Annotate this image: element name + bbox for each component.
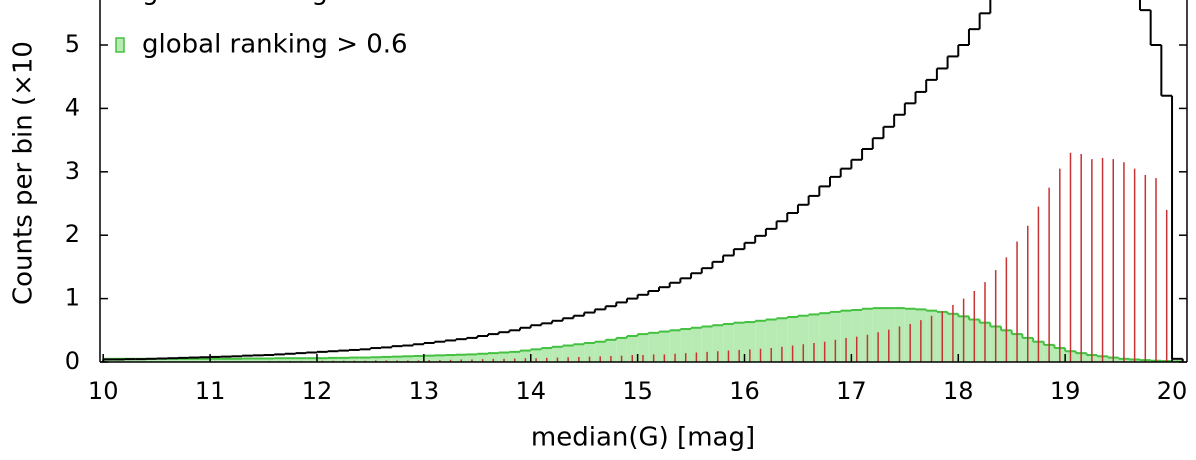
x-tick-label: 10 [88, 377, 119, 405]
hist-bar [381, 356, 392, 362]
hist-bar [423, 355, 435, 362]
hist-bar [819, 313, 831, 362]
x-tick-label: 11 [195, 377, 226, 405]
hist-bar [306, 358, 317, 362]
x-tick-label: 16 [729, 377, 760, 405]
x-tick-label: 20 [1157, 377, 1188, 405]
hist-bar [135, 358, 146, 362]
hist-bar [648, 332, 659, 362]
hist-bar [626, 336, 638, 362]
hist-bar [765, 319, 777, 362]
hist-bar [338, 357, 350, 362]
hist-bar [445, 355, 456, 362]
hist-bar [466, 354, 478, 362]
hist-bar [252, 358, 264, 362]
hist-bar [316, 358, 328, 362]
y-tick-label: 2 [65, 220, 80, 248]
x-tick-label: 12 [302, 377, 333, 405]
hist-bar [851, 310, 863, 362]
hist-bar [712, 325, 724, 362]
hist-bar [199, 358, 211, 362]
legend-swatch [115, 37, 125, 53]
y-tick-label: 5 [65, 30, 80, 58]
hist-bar [520, 350, 531, 362]
hist-bar [391, 356, 403, 362]
hist-bar [156, 358, 168, 362]
hist-bar [274, 358, 285, 362]
hist-bar [455, 354, 467, 362]
hist-bar [210, 358, 221, 362]
hist-bar [733, 322, 745, 362]
hist-bar [680, 329, 692, 362]
hist-bar [402, 356, 414, 362]
axes [99, 0, 1188, 363]
hist-bar [327, 357, 339, 362]
hist-bar [167, 358, 179, 362]
hist-bar [637, 334, 649, 362]
hist-bar [573, 344, 585, 362]
hist-bar [359, 357, 371, 362]
hist-bar [370, 357, 382, 362]
hist-bar [178, 358, 189, 362]
hist-bar [755, 320, 766, 362]
hist-bar [413, 355, 424, 362]
hist-bar [616, 337, 627, 362]
hist-bar [830, 311, 841, 362]
hist-bar [220, 358, 232, 362]
hist-bar [498, 352, 510, 362]
legend-label: global ranking > 0.6 [142, 30, 408, 60]
hist-bar [701, 326, 713, 362]
y-tick-label: 4 [65, 93, 80, 121]
hist-bar [231, 358, 243, 362]
x-tick-label: 18 [943, 377, 974, 405]
hist-bar [242, 358, 253, 362]
hist-bar [434, 355, 446, 362]
hist-bar [145, 358, 157, 362]
y-tick-label: 3 [65, 157, 80, 185]
x-tick-label: 13 [409, 377, 440, 405]
hist-bar [295, 358, 307, 362]
hist-bar [691, 327, 702, 362]
x-tick-label: 17 [836, 377, 867, 405]
hist-bar [188, 358, 200, 362]
hist-bar [263, 358, 275, 362]
x-tick-label: 14 [515, 377, 546, 405]
hist-bar [541, 348, 553, 362]
hist-bar [605, 339, 617, 362]
hist-bar [669, 330, 681, 362]
hist-bar [658, 331, 670, 362]
hist-bar [349, 357, 360, 362]
hist-bar [808, 314, 820, 362]
hist-bar [584, 342, 595, 362]
hist-bar [787, 316, 798, 362]
hist-bar [594, 341, 606, 362]
hist-bar [284, 358, 296, 362]
y-axis-label: Counts per bin (×10 [9, 41, 39, 305]
hist-bar [744, 322, 756, 362]
hist-bar [562, 345, 574, 362]
hist-bar [124, 358, 136, 362]
hist-bar [509, 351, 521, 362]
y-tick-label: 1 [65, 284, 80, 312]
hist-bar [477, 353, 488, 362]
hist-bar [487, 353, 499, 362]
hist-bar [840, 310, 852, 362]
hist-bar [552, 346, 563, 362]
hist-bar [797, 315, 809, 362]
legend-label: global ranking < 0.5 [142, 0, 408, 7]
hist-bar [530, 349, 542, 362]
plot-area [102, 0, 1184, 362]
hist-bar [723, 323, 734, 362]
x-tick-label: 15 [622, 377, 653, 405]
x-axis-label: median(G) [mag] [531, 423, 755, 453]
hist-bar [776, 318, 788, 362]
y-tick-label: 0 [65, 347, 80, 375]
x-tick-label: 19 [1050, 377, 1081, 405]
